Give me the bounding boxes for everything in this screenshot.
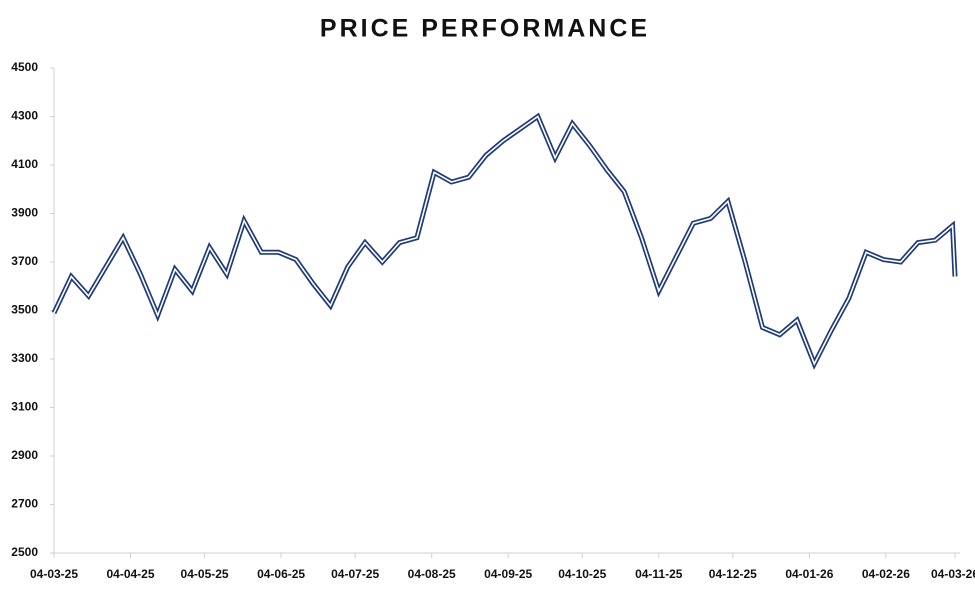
price-line (51, 112, 958, 370)
y-tick-label: 3900 (11, 206, 38, 220)
x-tick-label: 04-07-25 (331, 567, 379, 581)
price-line-highlight (53, 115, 956, 366)
y-tick-label: 2900 (11, 448, 38, 462)
y-tick-label: 2700 (11, 497, 38, 511)
x-tick-label: 04-11-25 (635, 567, 683, 581)
x-tick-label: 04-10-25 (558, 567, 606, 581)
y-tick-label: 4500 (11, 60, 38, 74)
x-tick-label: 04-03-25 (30, 567, 78, 581)
x-tick-label: 04-01-26 (785, 567, 833, 581)
x-tick-label: 04-04-25 (106, 567, 154, 581)
y-tick-label: 3100 (11, 400, 38, 414)
x-tick-label: 04-06-25 (257, 567, 305, 581)
y-tick-label: 2500 (11, 545, 38, 559)
y-tick-label: 4100 (11, 157, 38, 171)
y-tick-label: 4300 (11, 109, 38, 123)
x-tick-label: 04-05-25 (181, 567, 229, 581)
y-tick-label: 3300 (11, 351, 38, 365)
y-tick-label: 3500 (11, 303, 38, 317)
x-tick-label: 04-03-26 (931, 567, 975, 581)
x-tick-label: 04-02-26 (862, 567, 910, 581)
y-tick-label: 3700 (11, 254, 38, 268)
chart-title: PRICE PERFORMANCE (320, 15, 650, 43)
x-tick-label: 04-12-25 (709, 567, 757, 581)
x-tick-label: 04-09-25 (484, 567, 532, 581)
x-tick-label: 04-08-25 (408, 567, 456, 581)
